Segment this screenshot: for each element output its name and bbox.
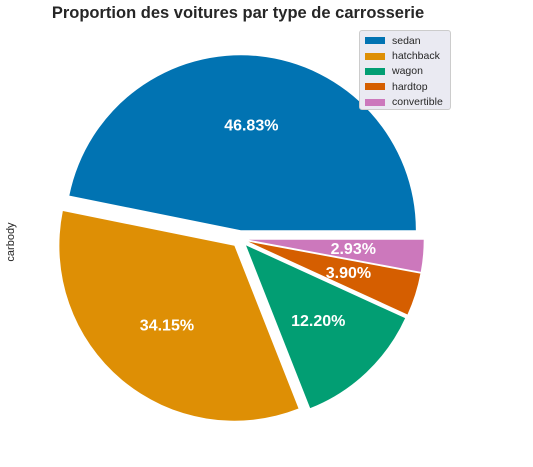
- legend-swatch: [365, 98, 385, 106]
- legend: sedan hatchback wagon hardtop convertible: [359, 30, 451, 110]
- pie-slice-hardtop: [248, 241, 421, 315]
- pie-slice-sedan: [69, 55, 416, 231]
- legend-label: hardtop: [392, 80, 428, 93]
- pie-slice-hatchback: [59, 211, 299, 421]
- legend-item-hatchback: hatchback: [365, 48, 450, 63]
- slice-label-sedan: 46.83%: [224, 117, 278, 134]
- legend-label: hatchback: [392, 50, 440, 63]
- slice-label-convertible: 2.93%: [331, 241, 376, 258]
- legend-label: sedan: [392, 34, 421, 47]
- legend-label: convertible: [392, 96, 443, 109]
- slice-label-hardtop: 3.90%: [326, 265, 371, 282]
- pie-slice-wagon: [246, 245, 406, 409]
- legend-item-hardtop: hardtop: [365, 79, 450, 94]
- legend-label: wagon: [392, 65, 423, 78]
- legend-swatch: [365, 83, 385, 91]
- legend-swatch: [365, 37, 385, 45]
- legend-item-wagon: wagon: [365, 64, 450, 79]
- slice-label-wagon: 12.20%: [291, 313, 345, 330]
- legend-item-sedan: sedan: [365, 33, 450, 48]
- pie-slice-convertible: [248, 239, 424, 272]
- chart-title: Proportion des voitures par type de carr…: [51, 4, 425, 22]
- legend-item-convertible: convertible: [365, 95, 450, 110]
- legend-swatch: [365, 52, 385, 60]
- legend-swatch: [365, 67, 385, 75]
- slice-label-hatchback: 34.15%: [140, 318, 194, 335]
